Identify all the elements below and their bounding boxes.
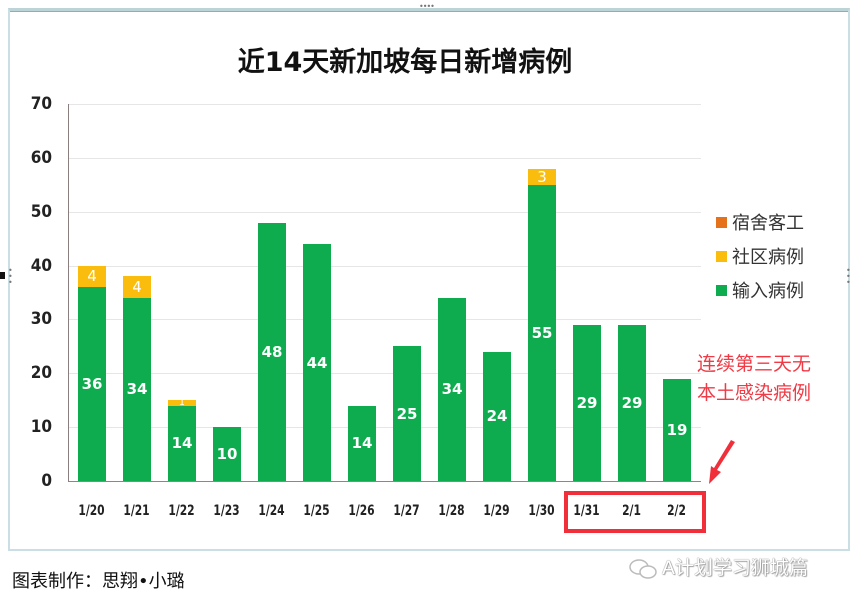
resize-handle-right[interactable]: • • • [846,266,851,287]
bar-segment-imported: 48 [258,222,286,481]
bar[interactable]: 25 [393,346,421,481]
bar[interactable]: 10 [213,427,241,481]
wechat-icon [629,558,657,579]
legend-label: 宿舍客工 [732,213,804,234]
x-tick-label: 1/24 [258,503,285,519]
chart-title: 近14天新加坡每日新增病例 [237,47,573,78]
gridline [69,211,701,213]
gridline [69,157,701,159]
gridline [69,373,701,375]
y-tick-label: 0 [41,471,52,491]
x-tick-label: 2/1 [622,503,641,519]
legend-swatch [716,216,727,228]
highlight-box [564,491,706,533]
bar[interactable]: 48 [258,222,286,481]
legend-label: 社区病例 [732,247,804,268]
y-tick-label: 60 [30,147,52,168]
x-tick-label: 1/31 [573,503,600,519]
bar-segment-community: 1 [168,400,196,406]
bar[interactable]: 36 4 [78,265,106,481]
gridline [69,319,701,321]
chart-credit: 图表制作：思翔•小璐 [12,571,185,592]
y-tick-label: 20 [30,363,52,384]
resize-handle-top[interactable]: •••• [419,2,435,11]
legend-label: 输入病例 [732,281,804,302]
x-tick-label: 1/21 [123,503,150,519]
bar-segment-imported: 44 [303,244,331,481]
bar-segment-imported: 14 [348,405,376,481]
bar-segment-imported: 34 [438,297,466,481]
bar-segment-imported: 25 [393,346,421,481]
resize-handle-left[interactable]: • • • [8,266,13,287]
legend-swatch [716,250,727,262]
bar[interactable]: 14 1 [168,400,196,481]
bar[interactable]: 24 [483,351,511,481]
bar-segment-community: 3 [528,168,556,186]
bar[interactable]: 44 [303,244,331,481]
watermark-text: A计划学习狮城篇 [662,557,808,579]
bar-segment-imported: 19 [663,378,691,481]
y-tick-label: 50 [30,201,52,222]
annotation-note: 连续第三天无 本土感染病例 [697,350,811,408]
legend: 宿舍客工社区病例输入病例 [716,205,804,307]
bar[interactable]: 29 [618,324,646,481]
bar-segment-imported: 14 [168,405,196,481]
bar[interactable]: 29 [573,324,601,481]
arrow-icon [709,440,735,484]
legend-item: 社区病例 [716,239,804,273]
x-tick-label: 1/28 [438,503,465,519]
bar-segment-imported: 24 [483,351,511,481]
x-tick-label: 1/29 [483,503,510,519]
bar[interactable]: 34 [438,297,466,481]
x-tick-label: 1/23 [213,503,240,519]
x-tick-label: 1/30 [528,503,555,519]
bar[interactable]: 14 [348,405,376,481]
x-tick-label: 1/22 [168,503,195,519]
legend-item: 宿舍客工 [716,205,804,239]
y-tick-label: 10 [30,417,52,438]
bar[interactable]: 34 4 [123,276,151,481]
x-tick-label: 1/27 [393,503,420,519]
x-tick-label: 1/20 [78,503,105,519]
gridline [69,427,701,429]
bar-segment-imported: 10 [213,427,241,481]
bar-segment-community: 4 [78,265,106,288]
x-tick-label: 2/2 [667,503,686,519]
legend-swatch [716,284,727,296]
text-cursor-marker [0,272,5,279]
bar-segment-imported: 36 [78,287,106,481]
y-tick-label: 30 [30,309,52,330]
bar-segment-imported: 29 [618,324,646,481]
bar-segment-imported: 55 [528,184,556,481]
y-tick-label: 70 [30,94,52,114]
gridline [69,265,701,267]
legend-item: 输入病例 [716,273,804,307]
note-line-2: 本土感染病例 [697,382,812,404]
bar-segment-imported: 29 [573,324,601,481]
plot-area: 36 4 34 4 14 1 10 48 44 14 25 34 24 55 3 29 29 19 [68,104,701,482]
bar-segment-community: 4 [123,276,151,298]
bar-segment-imported: 34 [123,297,151,481]
bar[interactable]: 19 [663,378,691,481]
note-line-1: 连续第三天无 [697,353,812,375]
bar[interactable]: 55 3 [528,168,556,481]
x-tick-label: 1/25 [303,503,330,519]
y-tick-label: 40 [30,255,52,276]
x-tick-label: 1/26 [348,503,375,519]
gridline [69,104,701,105]
watermark: A计划学习狮城篇 [628,553,808,581]
